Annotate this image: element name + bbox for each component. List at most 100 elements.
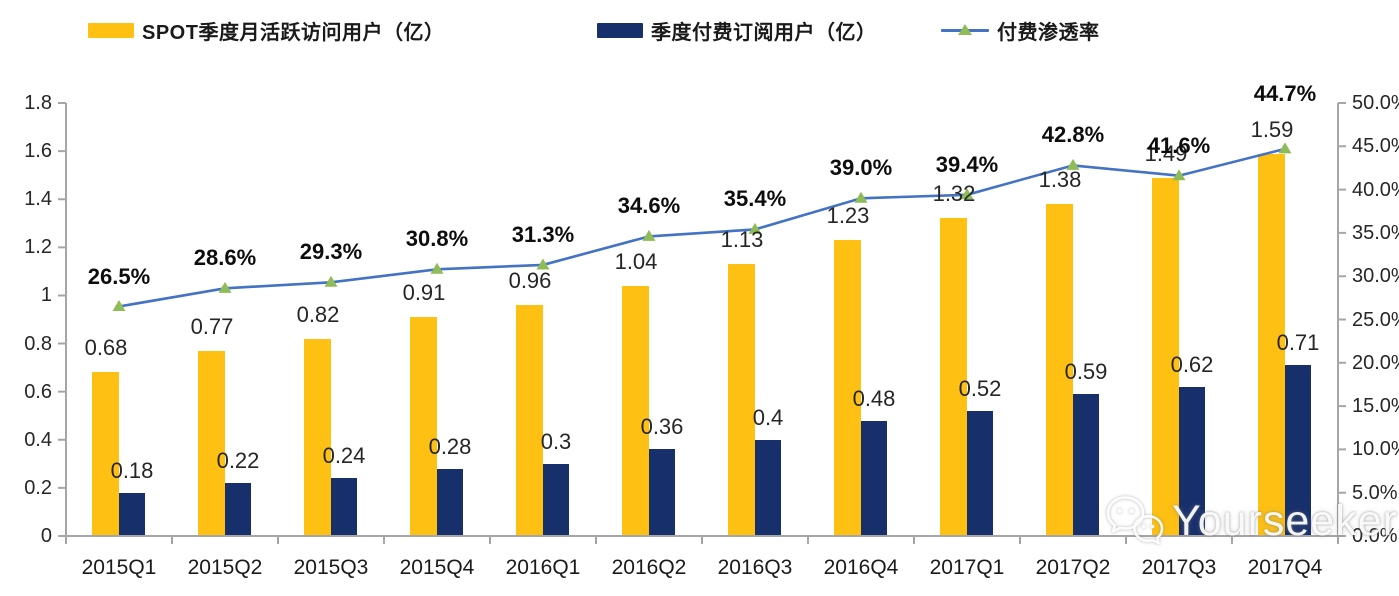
penetration-value-label: 26.5% — [87, 263, 151, 289]
bar-mau — [1258, 153, 1285, 536]
y-left-tick-label: 0.4 — [24, 428, 52, 451]
subscribers-value-label: 0.18 — [110, 457, 154, 483]
subscribers-value-label: 0.71 — [1276, 330, 1320, 356]
mau-value-label: 1.38 — [1038, 167, 1082, 193]
bar-subscribers — [1285, 365, 1311, 536]
penetration-value-label: 39.0% — [829, 155, 893, 181]
y-left-tick-label: 1.4 — [24, 188, 52, 211]
mau-value-label: 1.23 — [826, 203, 870, 229]
y-left-tick-label: 0.8 — [24, 332, 52, 355]
penetration-marker — [536, 258, 550, 270]
y-left-tick-label: 1.8 — [24, 92, 52, 114]
x-tick-label: 2017Q1 — [929, 556, 1005, 579]
bar-mau — [92, 372, 119, 536]
bar-subscribers — [967, 410, 993, 536]
y-right-tick-label: 25.0% — [1352, 308, 1399, 331]
y-left-tick-label: 1 — [40, 284, 52, 307]
penetration-marker — [960, 188, 974, 200]
bar-subscribers — [543, 463, 569, 536]
y-right-tick-label: 40.0% — [1352, 178, 1399, 201]
penetration-value-label: 44.7% — [1253, 80, 1317, 106]
y-left-tick-label: 1.2 — [24, 236, 52, 259]
penetration-marker — [748, 222, 762, 234]
subscribers-value-label: 0.36 — [640, 414, 684, 440]
penetration-value-label: 31.3% — [511, 221, 575, 247]
x-tick-label: 2017Q3 — [1141, 556, 1217, 579]
subscribers-value-label: 0.24 — [322, 443, 366, 469]
penetration-value-label: 35.4% — [723, 186, 787, 212]
penetration-line-swatch — [941, 23, 989, 35]
x-tick-label: 2015Q2 — [187, 556, 263, 579]
penetration-marker — [324, 275, 338, 287]
y-right-tick-label: 20.0% — [1352, 351, 1399, 374]
bar-mau — [940, 218, 967, 536]
y-right-tick-label: 35.0% — [1352, 221, 1399, 244]
mau-value-label: 0.77 — [190, 313, 234, 339]
bar-subscribers — [331, 478, 357, 536]
y-right-tick-label: 0.0% — [1352, 525, 1398, 547]
legend-label-penetration: 付费渗透率 — [997, 21, 1100, 44]
penetration-marker — [642, 229, 656, 241]
bar-mau — [834, 240, 861, 536]
bar-mau — [516, 305, 543, 536]
subscribers-value-label: 0.52 — [958, 375, 1002, 401]
mau-value-label: 1.13 — [720, 227, 764, 253]
legend-label-mau: SPOT季度月活跃访问用户（亿） — [142, 21, 445, 44]
mau-value-label: 0.91 — [402, 280, 446, 306]
axis-lines — [58, 102, 1346, 544]
penetration-marker — [218, 281, 232, 293]
mau-value-label: 0.82 — [296, 301, 340, 327]
bar-mau — [1152, 177, 1179, 536]
x-tick-label: 2016Q4 — [823, 556, 899, 579]
penetration-value-label: 41.6% — [1147, 132, 1211, 158]
x-tick-label: 2016Q1 — [505, 556, 581, 579]
bar-subscribers — [755, 439, 781, 536]
penetration-value-label: 42.8% — [1041, 122, 1105, 148]
x-tick-label: 2017Q2 — [1035, 556, 1111, 579]
bar-mau — [1046, 204, 1073, 536]
subscribers-value-label: 0.22 — [216, 448, 260, 474]
penetration-marker — [112, 300, 126, 312]
x-tick-label: 2015Q3 — [293, 556, 369, 579]
subscribers-value-label: 0.59 — [1064, 359, 1108, 385]
mau-value-label: 1.59 — [1250, 116, 1294, 142]
subscribers-value-label: 0.48 — [852, 385, 896, 411]
bar-subscribers — [225, 483, 251, 536]
penetration-marker — [854, 191, 868, 203]
penetration-value-label: 34.6% — [617, 193, 681, 219]
mau-value-label: 1.04 — [614, 248, 658, 274]
x-tick-label: 2017Q4 — [1247, 556, 1323, 579]
bar-subscribers — [649, 449, 675, 536]
mau-value-label: 0.96 — [508, 268, 552, 294]
legend-item-mau: SPOT季度月活跃访问用户（亿） — [88, 18, 445, 44]
penetration-marker — [1278, 142, 1292, 154]
bar-subscribers — [119, 492, 145, 536]
penetration-value-label: 29.3% — [299, 239, 363, 265]
y-left-tick-label: 0.6 — [24, 380, 52, 403]
x-tick-label: 2016Q3 — [717, 556, 793, 579]
legend-item-subscribers: 季度付费订阅用户（亿） — [597, 18, 877, 44]
mau-value-label: 0.68 — [84, 335, 128, 361]
bar-subscribers — [437, 468, 463, 536]
y-right-tick-label: 45.0% — [1352, 135, 1399, 158]
y-left-tick-label: 1.6 — [24, 140, 52, 163]
bar-mau — [198, 350, 225, 536]
bar-mau — [304, 338, 331, 536]
bar-subscribers — [1179, 386, 1205, 536]
penetration-marker — [430, 262, 444, 274]
y-left-tick-label: 0 — [40, 525, 52, 547]
penetration-marker — [1066, 158, 1080, 170]
bar-mau — [622, 285, 649, 536]
x-tick-label: 2015Q1 — [81, 556, 157, 579]
y-left-tick-label: 0.2 — [24, 476, 52, 499]
legend-item-penetration: 付费渗透率 — [941, 18, 1100, 44]
penetration-value-label: 30.8% — [405, 226, 469, 252]
subscribers-value-label: 0.4 — [752, 404, 784, 430]
penetration-marker — [1172, 169, 1186, 181]
bar-mau — [728, 264, 755, 536]
subscribers-series-swatch — [597, 22, 643, 38]
y-right-tick-label: 5.0% — [1352, 481, 1398, 504]
